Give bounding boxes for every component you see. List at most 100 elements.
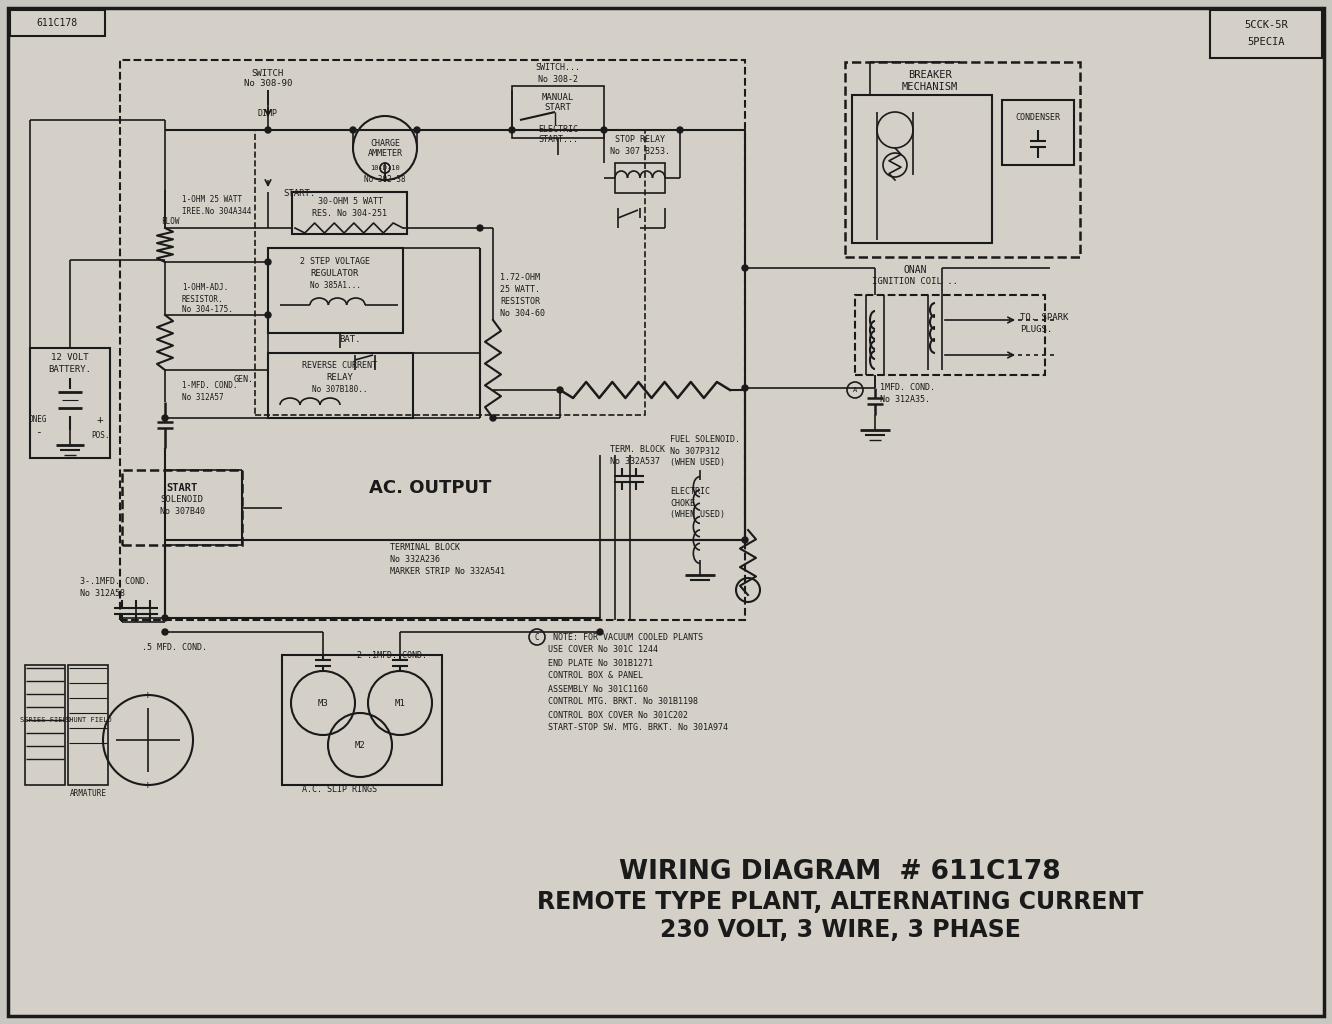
Circle shape (477, 225, 484, 231)
Text: BATTERY.: BATTERY. (48, 365, 92, 374)
Text: ONAN: ONAN (903, 265, 927, 275)
Text: IGNITION COIL ..: IGNITION COIL .. (872, 278, 958, 287)
Text: +: + (145, 690, 151, 700)
Bar (254, 130, 645, 415)
Text: CHARGE: CHARGE (370, 138, 400, 147)
Text: C: C (534, 633, 539, 641)
Text: START.: START. (284, 188, 316, 198)
Circle shape (490, 415, 496, 421)
Circle shape (414, 127, 420, 133)
Text: No 307B40: No 307B40 (160, 508, 205, 516)
Text: NOTE: FOR VACUUM COOLED PLANTS: NOTE: FOR VACUUM COOLED PLANTS (547, 633, 703, 641)
Text: No 302-38: No 302-38 (364, 175, 406, 184)
Circle shape (597, 629, 603, 635)
Text: TO. SPARK: TO. SPARK (1020, 313, 1068, 323)
Bar (120, 60, 745, 620)
Text: 5PECIA: 5PECIA (1247, 37, 1285, 47)
Text: 5CCK-5R: 5CCK-5R (1244, 20, 1288, 30)
Text: CONTROL BOX COVER No 301C202: CONTROL BOX COVER No 301C202 (547, 711, 689, 720)
Text: POS.: POS. (91, 430, 109, 439)
Circle shape (742, 537, 749, 543)
Circle shape (601, 127, 607, 133)
Bar (11, 10, 105, 36)
Text: TERM. BLOCK: TERM. BLOCK (610, 445, 665, 455)
Text: CONTROL BOX & PANEL: CONTROL BOX & PANEL (547, 672, 643, 681)
Text: M2: M2 (354, 740, 365, 750)
Circle shape (677, 127, 683, 133)
Text: A: A (852, 387, 856, 393)
Text: No 307 B253.: No 307 B253. (610, 146, 670, 156)
Text: (WHEN USED): (WHEN USED) (670, 510, 725, 518)
Circle shape (265, 127, 270, 133)
Text: MANUAL: MANUAL (542, 92, 574, 101)
Circle shape (509, 127, 515, 133)
Text: AMMETER: AMMETER (368, 148, 402, 158)
Text: AC. OUTPUT: AC. OUTPUT (369, 479, 492, 497)
Text: M1: M1 (394, 698, 405, 708)
Text: STOP RELAY: STOP RELAY (615, 135, 665, 144)
Text: START: START (545, 103, 571, 113)
Text: A.C. SLIP RINGS: A.C. SLIP RINGS (302, 785, 377, 795)
Text: 1-OHM 25 WATT: 1-OHM 25 WATT (182, 196, 242, 205)
Bar (282, 655, 442, 785)
Text: No 308-90: No 308-90 (244, 80, 292, 88)
Text: GEN.: GEN. (234, 376, 254, 384)
Text: REGULATOR: REGULATOR (310, 269, 360, 279)
Text: SWITCH: SWITCH (252, 69, 284, 78)
Circle shape (742, 385, 749, 391)
Text: No 312A57: No 312A57 (182, 392, 224, 401)
Text: +: + (97, 415, 104, 425)
Text: No 304-175.: No 304-175. (182, 305, 233, 314)
Bar (123, 470, 242, 545)
Text: 2-.1MFD. COND.: 2-.1MFD. COND. (357, 650, 428, 659)
Text: No 385A1...: No 385A1... (309, 282, 361, 291)
Circle shape (742, 265, 749, 271)
Text: RESISTOR: RESISTOR (500, 298, 539, 306)
Bar (268, 353, 413, 418)
Text: USE COVER No 301C 1244: USE COVER No 301C 1244 (547, 645, 658, 654)
Text: START-STOP SW. MTG. BRKT. No 301A974: START-STOP SW. MTG. BRKT. No 301A974 (547, 724, 729, 732)
Text: M3: M3 (317, 698, 329, 708)
Text: No 312A35.: No 312A35. (880, 395, 930, 404)
Text: CONTROL MTG. BRKT. No 301B1198: CONTROL MTG. BRKT. No 301B1198 (547, 697, 698, 707)
Text: IREE.No 304A344: IREE.No 304A344 (182, 207, 252, 215)
Circle shape (163, 615, 168, 621)
Text: No 332A537: No 332A537 (610, 457, 659, 466)
Text: RES. No 304-251: RES. No 304-251 (313, 209, 388, 217)
Bar (1002, 100, 1074, 165)
Bar (25, 665, 65, 785)
Text: 611C178: 611C178 (36, 18, 77, 28)
Text: FLOW: FLOW (161, 217, 180, 226)
Bar (511, 86, 603, 138)
Bar (31, 348, 111, 458)
Text: 2 STEP VOLTAGE: 2 STEP VOLTAGE (300, 257, 370, 266)
Text: RESISTOR.: RESISTOR. (182, 295, 224, 303)
Circle shape (265, 312, 270, 318)
Text: ARMATURE: ARMATURE (69, 788, 107, 798)
Text: START...: START... (538, 135, 578, 144)
Circle shape (350, 127, 356, 133)
Text: -: - (35, 427, 41, 437)
Text: BREAKER: BREAKER (908, 70, 952, 80)
Text: END PLATE No 301B1271: END PLATE No 301B1271 (547, 658, 653, 668)
Text: No 304-60: No 304-60 (500, 309, 545, 318)
Text: ELECTRIC: ELECTRIC (670, 487, 710, 497)
Text: SERIES FIELD: SERIES FIELD (20, 717, 71, 723)
Bar (68, 665, 108, 785)
Text: SHUNT FIELD: SHUNT FIELD (65, 717, 112, 723)
Text: 12 VOLT: 12 VOLT (51, 353, 89, 362)
Text: SWITCH...: SWITCH... (535, 63, 581, 73)
Text: DIMP: DIMP (258, 109, 278, 118)
Circle shape (557, 387, 563, 393)
Text: START: START (166, 483, 197, 493)
Text: FUEL SOLENOID.: FUEL SOLENOID. (670, 435, 741, 444)
Text: .5 MFD. COND.: .5 MFD. COND. (143, 643, 208, 652)
Text: MARKER STRIP No 332A541: MARKER STRIP No 332A541 (390, 567, 505, 577)
Text: +: + (145, 780, 151, 790)
Text: No 332A236: No 332A236 (390, 555, 440, 564)
Text: PLUGS.: PLUGS. (1020, 326, 1052, 335)
Text: ELECTRIC: ELECTRIC (538, 126, 578, 134)
Text: No 307P312: No 307P312 (670, 446, 721, 456)
Bar (268, 248, 404, 333)
Text: TERMINAL BLOCK: TERMINAL BLOCK (390, 544, 460, 553)
